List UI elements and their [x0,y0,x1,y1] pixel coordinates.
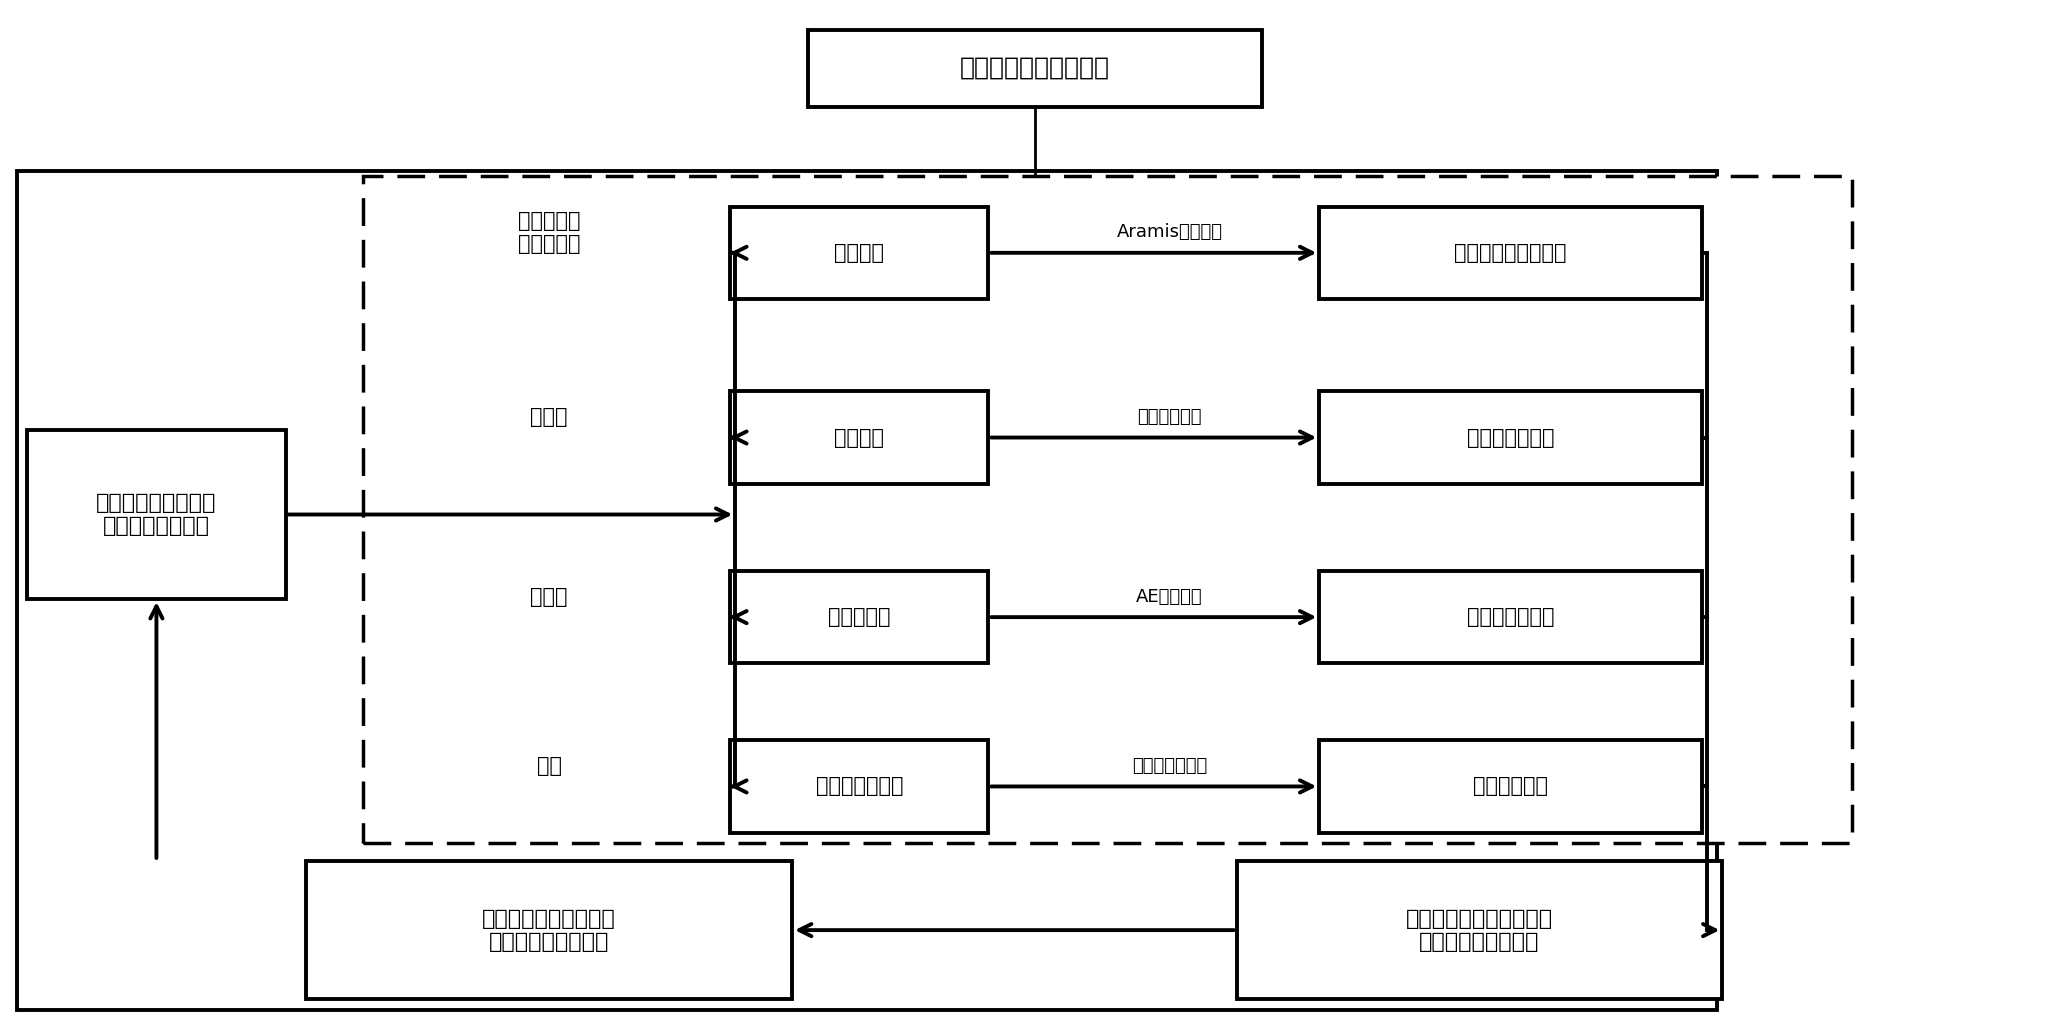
Bar [1319,571,1702,664]
Text: 带高温滤镜
的工业相机: 带高温滤镜 的工业相机 [518,211,580,254]
Text: 电极: 电极 [536,756,561,776]
Bar [17,171,1718,1009]
Text: Aramis软件运算: Aramis软件运算 [1116,223,1223,241]
Bar [362,176,1851,843]
Bar [807,30,1263,107]
Bar [1319,207,1702,299]
Bar [1236,861,1722,999]
Text: 温度采集软件: 温度采集软件 [1136,409,1201,426]
Text: AE测试系统: AE测试系统 [1136,588,1203,606]
Bar [1319,391,1702,484]
Bar [731,740,989,832]
Bar [306,861,793,999]
Text: 裂纹定位、定量: 裂纹定位、定量 [1468,607,1555,627]
Text: 图像信号: 图像信号 [834,243,884,262]
Text: 温度、温度梯度: 温度、温度梯度 [1468,427,1555,448]
Text: 根据实验设计要求及实
时数据控制加热系统: 根据实验设计要求及实 时数据控制加热系统 [482,909,617,952]
Text: 复阻抗频谱分析: 复阻抗频谱分析 [1132,757,1207,775]
Text: 波导管: 波导管 [530,587,567,607]
Text: 温度信号: 温度信号 [834,427,884,448]
Bar [27,430,286,599]
Text: 声发射信号: 声发射信号 [828,607,890,627]
Bar [731,391,989,484]
Text: 复阻抗频谱信号: 复阻抗频谱信号 [816,777,903,796]
Text: 高温燃气对试样加热
模拟温度交变环境: 高温燃气对试样加热 模拟温度交变环境 [95,493,217,536]
Text: 微观结构性能: 微观结构性能 [1474,777,1548,796]
Text: 监测热疲劳试验的动态过
程，并保存实验数据: 监测热疲劳试验的动态过 程，并保存实验数据 [1406,909,1552,952]
Text: 三维应变场、位移场: 三维应变场、位移场 [1455,243,1567,262]
Bar [731,207,989,299]
Bar [1319,740,1702,832]
Text: 热电偶: 热电偶 [530,407,567,427]
Bar [731,571,989,664]
Text: 数据的实时采集与处理: 数据的实时采集与处理 [960,57,1110,80]
